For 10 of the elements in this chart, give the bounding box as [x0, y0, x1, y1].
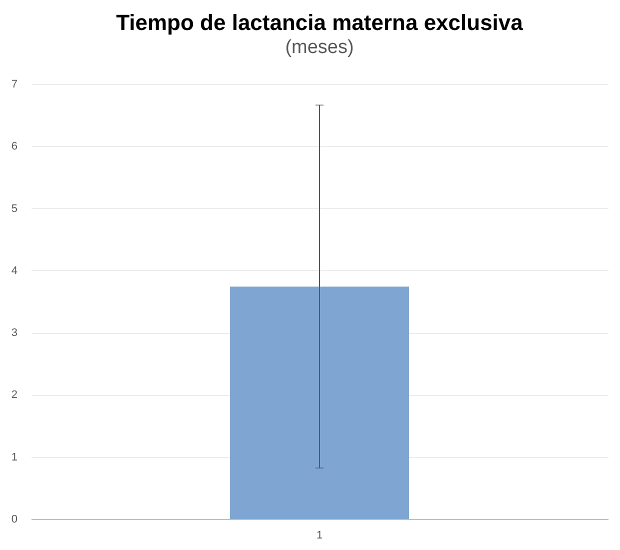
y-tick-label: 5 [11, 202, 18, 215]
y-tick-label: 1 [11, 451, 18, 464]
y-tick-label: 6 [11, 140, 18, 153]
y-tick-label: 7 [11, 78, 18, 90]
y-tick-label: 0 [11, 514, 18, 526]
y-tick-label: 2 [11, 389, 18, 402]
y-tick-label: 3 [11, 327, 18, 340]
y-tick-label: 4 [11, 264, 18, 277]
chart-subtitle: (meses) [285, 37, 354, 58]
chart-title: Tiempo de lactancia materna exclusiva [116, 10, 524, 35]
